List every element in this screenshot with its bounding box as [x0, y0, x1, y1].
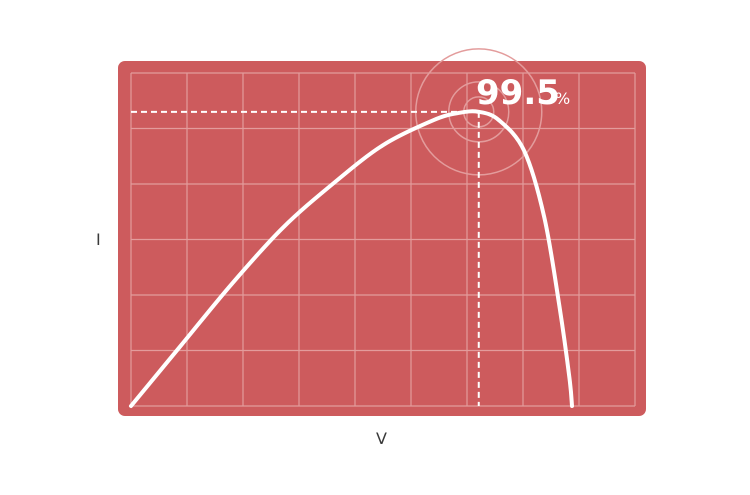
max-efficiency-value: 99.5 [476, 73, 560, 113]
grid-lines [130, 72, 636, 407]
max-efficiency-unit: % [555, 89, 570, 108]
x-axis-label: V [376, 429, 387, 448]
y-axis-label: I [96, 230, 101, 249]
chart-panel [118, 61, 646, 416]
chart-marks [129, 48, 574, 408]
iv-curve-line [129, 109, 574, 408]
